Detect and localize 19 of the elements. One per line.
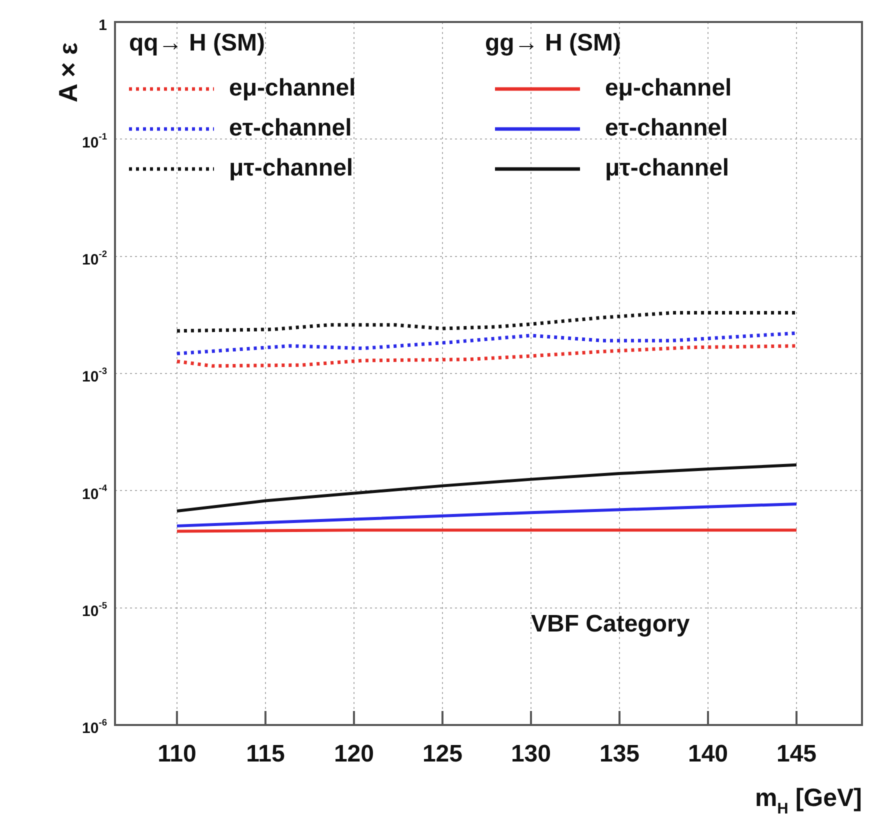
legend-label: μτ-channel	[605, 154, 730, 182]
legend-label: eμ-channel	[605, 74, 732, 102]
x-tick-label: 120	[334, 740, 374, 768]
legend-label: μτ-channel	[229, 154, 354, 182]
x-tick-label: 110	[158, 740, 196, 768]
x-tick-label: 130	[510, 740, 552, 768]
x-tick-label: 115	[246, 740, 285, 768]
legend-label: eτ-channel	[229, 114, 352, 142]
legend-label: eμ-channel	[229, 74, 356, 102]
x-tick-label: 125	[422, 740, 462, 768]
annotation: VBF Category	[530, 610, 690, 638]
x-tick-label: 140	[688, 740, 728, 768]
annotation: gg→ H (SM)	[485, 30, 621, 57]
y-axis-title: A × ε	[53, 42, 84, 102]
legend-label: eτ-channel	[605, 114, 728, 142]
y-tick-label: 1	[98, 17, 107, 34]
x-tick-label: 135	[599, 740, 640, 768]
annotation: qq→ H (SM)	[129, 30, 265, 57]
x-tick-label: 145	[776, 740, 817, 768]
